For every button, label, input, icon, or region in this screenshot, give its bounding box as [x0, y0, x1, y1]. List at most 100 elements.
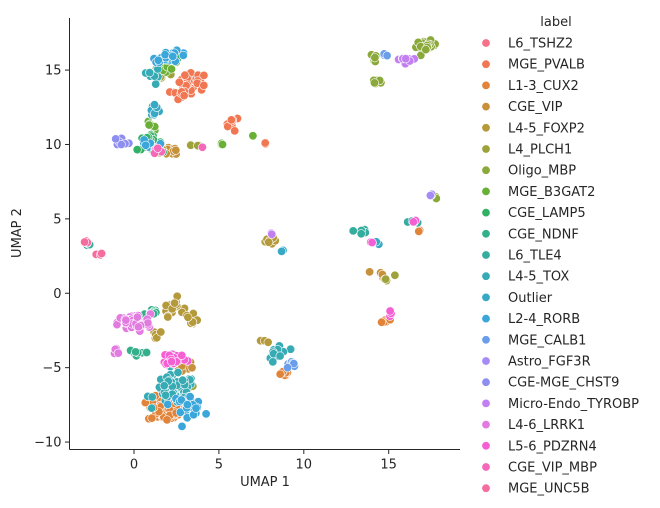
data-point	[173, 367, 183, 377]
legend-marker	[481, 462, 491, 472]
legend: label L6_TSHZ2 MGE_PVALB L1-3_CUX2 CGE_VIP L…	[481, 15, 639, 497]
data-point	[408, 217, 418, 227]
data-point	[151, 79, 161, 89]
legend-marker	[481, 483, 491, 493]
legend-entry: L4-6_LRRK1	[508, 418, 585, 433]
legend-marker	[481, 420, 491, 430]
legend-marker	[481, 292, 491, 302]
data-point	[185, 392, 195, 402]
data-point	[365, 267, 375, 277]
y-tick-label: 0	[53, 287, 61, 302]
data-point	[176, 395, 186, 405]
legend-marker	[481, 102, 491, 112]
legend-entry: L4-5_FOXP2	[508, 121, 585, 136]
data-point	[401, 54, 411, 64]
data-point	[147, 413, 157, 423]
y-tick-label: −5	[42, 361, 61, 376]
legend-entry: Oligo_MBP	[508, 164, 576, 179]
data-point	[160, 50, 170, 60]
data-point	[421, 45, 431, 55]
data-point	[162, 415, 172, 425]
data-point	[142, 347, 152, 357]
data-point	[367, 238, 377, 248]
data-point	[97, 249, 107, 259]
data-point	[161, 390, 171, 400]
legend-entry: Outlier	[508, 291, 553, 306]
legend-entry: CGE_VIP	[508, 100, 563, 115]
data-point	[370, 53, 380, 63]
legend-entry: Astro_FGF3R	[508, 355, 591, 370]
legend-marker	[481, 229, 491, 239]
data-point	[197, 142, 207, 152]
data-point	[191, 403, 201, 413]
data-point	[275, 351, 285, 361]
data-point	[201, 409, 211, 419]
data-point	[382, 51, 392, 61]
axes	[69, 18, 460, 450]
x-tick-label: 0	[130, 458, 138, 473]
data-point	[275, 369, 285, 379]
data-point	[141, 140, 151, 150]
data-point	[179, 91, 189, 101]
legend-entry: MGE_PVALB	[508, 58, 585, 73]
data-point	[153, 55, 163, 65]
data-point	[226, 115, 236, 125]
data-point	[132, 145, 142, 155]
x-tick-label: 15	[380, 458, 397, 473]
legend-entry: CGE_LAMP5	[508, 206, 586, 221]
legend-marker	[481, 271, 491, 281]
data-point	[267, 229, 277, 239]
data-point	[199, 80, 209, 90]
data-point	[159, 381, 169, 391]
data-point	[145, 68, 155, 78]
data-point	[147, 392, 157, 402]
x-axis-label: UMAP 1	[240, 475, 290, 490]
legend-marker	[481, 208, 491, 218]
legend-marker	[481, 441, 491, 451]
data-point	[147, 403, 157, 413]
data-point	[381, 274, 391, 284]
data-point	[289, 359, 299, 369]
data-point	[171, 145, 181, 155]
legend-entry: L5-6_PDZRN4	[508, 439, 597, 454]
data-point	[163, 312, 173, 322]
legend-marker	[481, 398, 491, 408]
legend-marker	[481, 250, 491, 260]
y-axis-label: UMAP 2	[10, 208, 25, 258]
data-point	[113, 348, 123, 358]
legend-entry: CGE_NDNF	[508, 227, 579, 242]
data-point	[156, 327, 166, 337]
data-point	[260, 138, 270, 148]
legend-marker	[481, 186, 491, 196]
data-point	[268, 357, 278, 367]
legend-marker	[481, 38, 491, 48]
data-point	[199, 70, 209, 80]
legend-marker	[481, 356, 491, 366]
data-point	[178, 375, 188, 385]
data-point	[121, 315, 131, 325]
legend-marker	[481, 80, 491, 90]
legend-entry: L4_PLCH1	[508, 143, 572, 158]
data-point	[168, 51, 178, 61]
data-point	[153, 143, 163, 153]
legend-marker	[481, 123, 491, 133]
legend-entry: CGE-MGE_CHST9	[508, 376, 619, 391]
data-point	[264, 237, 274, 247]
legend-entry: MGE_UNC5B	[508, 482, 590, 497]
legend-entry: MGE_CALB1	[508, 333, 586, 348]
points-layer	[80, 35, 441, 431]
legend-marker	[481, 59, 491, 69]
data-point	[177, 421, 187, 431]
data-point	[263, 337, 273, 347]
x-ticks: 0 5 10 15	[130, 449, 397, 473]
data-point	[414, 226, 424, 236]
data-point	[167, 64, 177, 74]
data-point	[277, 246, 287, 256]
data-point	[390, 270, 400, 280]
y-tick-label: 5	[53, 212, 61, 227]
data-point	[131, 347, 141, 357]
legend-marker	[481, 314, 491, 324]
x-tick-label: 10	[296, 458, 313, 473]
data-point	[175, 407, 185, 417]
